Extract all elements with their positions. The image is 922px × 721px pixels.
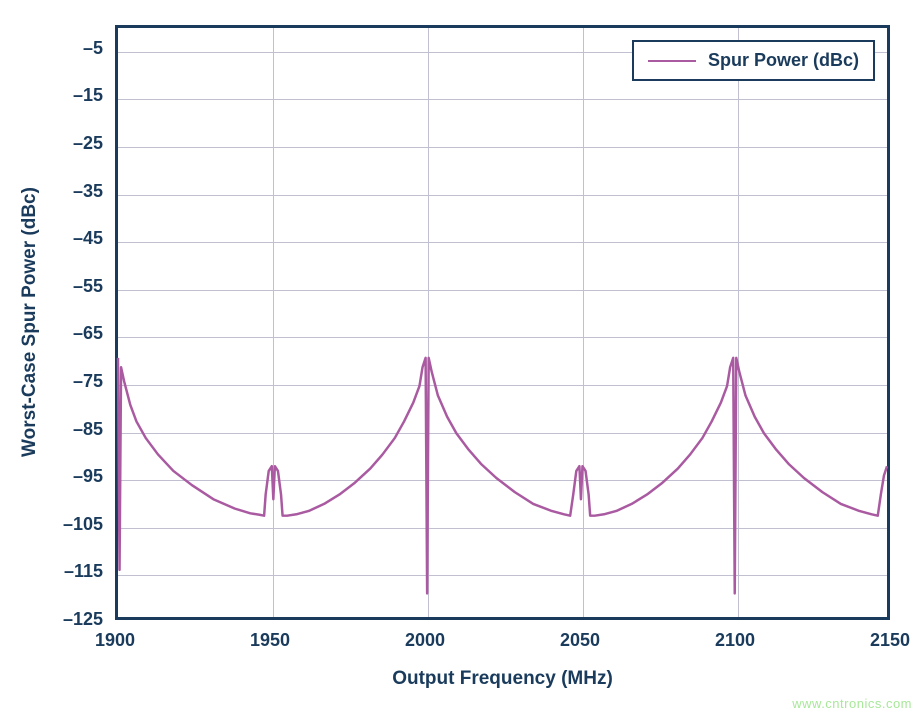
y-tick-label: –25 <box>0 133 103 154</box>
spur-power-chart: Spur Power (dBc) 1900 1950 2000 2050 2100 2150… <box>0 0 922 721</box>
x-tick-label: 2050 <box>545 630 615 651</box>
y-tick-label: –15 <box>0 85 103 106</box>
x-tick-label: 2150 <box>855 630 922 651</box>
legend-label: Spur Power (dBc) <box>708 50 859 71</box>
y-tick-label: –65 <box>0 323 103 344</box>
x-tick-label: 2100 <box>700 630 770 651</box>
watermark: www.cntronics.com <box>792 696 912 711</box>
series-svg <box>118 28 887 617</box>
y-tick-label: –85 <box>0 419 103 440</box>
x-tick-label: 1900 <box>80 630 150 651</box>
y-tick-label: –75 <box>0 371 103 392</box>
y-tick-label: –115 <box>0 561 103 582</box>
y-tick-label: –35 <box>0 181 103 202</box>
legend: Spur Power (dBc) <box>632 40 875 81</box>
plot-area: Spur Power (dBc) <box>115 25 890 620</box>
x-tick-label: 2000 <box>390 630 460 651</box>
spur-power-line <box>118 358 887 594</box>
y-tick-label: –45 <box>0 228 103 249</box>
x-tick-label: 1950 <box>235 630 305 651</box>
x-axis-label: Output Frequency (MHz) <box>115 668 890 690</box>
y-axis-label: Worst-Case Spur Power (dBc) <box>19 172 41 472</box>
y-tick-label: –5 <box>0 38 103 59</box>
y-tick-label: –55 <box>0 276 103 297</box>
y-tick-label: –95 <box>0 466 103 487</box>
y-tick-label: –105 <box>0 514 103 535</box>
y-tick-label: –125 <box>0 609 103 630</box>
legend-swatch <box>648 60 696 62</box>
